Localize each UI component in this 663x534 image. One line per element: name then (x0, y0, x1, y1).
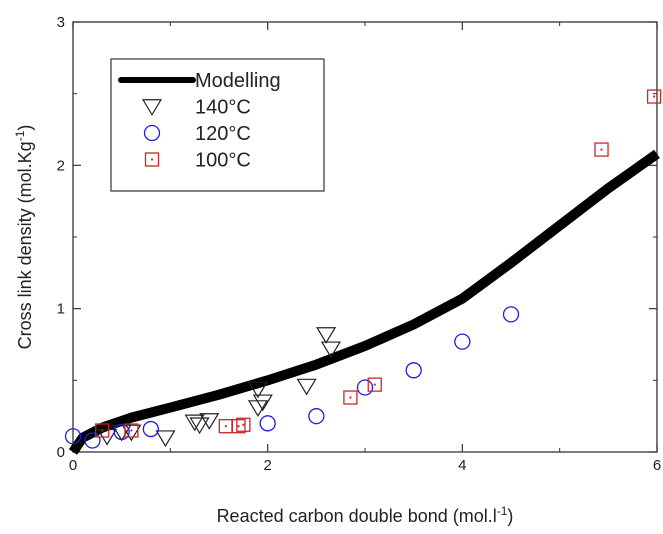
legend-marker-circle (143, 124, 161, 142)
square-marker-dot (150, 158, 154, 161)
y-tick-label: 0 (57, 444, 65, 461)
x-axis-label: Reacted carbon double bond (mol.l-1) (217, 504, 514, 526)
legend-label: 100°C (195, 150, 251, 172)
data-point-circle (405, 362, 422, 379)
y-tick-label: 3 (57, 14, 65, 31)
square-marker-dot (130, 429, 133, 432)
data-point-triangle-down (316, 327, 337, 344)
data-point-square-dot (124, 423, 139, 438)
data-point-square-dot (646, 89, 662, 104)
x-tick-label: 4 (458, 457, 466, 474)
square-marker-outline (124, 423, 139, 438)
data-point-triangle-down (320, 341, 341, 359)
square-marker-outline (95, 423, 110, 438)
y-axis-label: Cross link density (mol.Kg-1) (13, 125, 35, 350)
modelling-line (68, 149, 660, 455)
legend-label: 140°C (195, 97, 251, 119)
data-point-triangle-down (199, 413, 220, 430)
data-point-square-dot (367, 377, 382, 392)
x-axis-label-sup: -1 (497, 504, 508, 518)
square-marker-dot (600, 148, 603, 151)
square-marker-outline (231, 419, 246, 434)
x-tick-label: 6 (653, 457, 661, 474)
y-tick-label: 2 (57, 157, 65, 174)
data-point-circle (64, 428, 82, 445)
data-point-circle (84, 432, 101, 449)
data-point-triangle-down (252, 394, 273, 412)
x-axis-label-main: Reacted carbon double bond (mol.l (217, 506, 497, 526)
square-marker-outline (646, 89, 662, 104)
data-point-square-dot (95, 423, 110, 438)
data-point-triangle-down (184, 414, 205, 432)
plot-area (64, 89, 662, 455)
axes-layer: 0 2 4 6 0 1 2 3 (57, 14, 662, 474)
square-marker-outline (236, 417, 251, 432)
data-point-triangle-down (121, 424, 142, 442)
data-point-triangle-down (155, 430, 176, 448)
data-point-square-dot (236, 417, 251, 432)
data-point-circle (356, 379, 374, 396)
legend-label: 120°C (195, 123, 251, 145)
data-point-circle (259, 415, 276, 432)
square-marker-outline (367, 377, 382, 392)
square-marker-outline (144, 152, 160, 167)
square-marker-dot (373, 383, 376, 386)
square-marker-outline (594, 142, 609, 157)
data-point-square-dot (594, 142, 609, 157)
axis-labels: Reacted carbon double bond (mol.l-1)Cros… (13, 125, 513, 526)
data-point-circle (308, 408, 325, 425)
x-axis-label-tail: ) (507, 506, 513, 526)
data-point-circle (502, 306, 520, 323)
square-marker-dot (652, 95, 656, 98)
data-point-triangle-down (296, 378, 317, 396)
square-marker-dot (242, 423, 245, 426)
data-point-square-dot (231, 419, 246, 434)
data-point-square-dot (218, 419, 233, 434)
square-marker-outline (343, 390, 358, 405)
legend-marker-triangle-down (141, 99, 163, 116)
data-point-circle (113, 423, 130, 441)
x-tick-label: 0 (69, 457, 77, 474)
data-point-square-dot (343, 390, 358, 405)
data-point-circle (142, 420, 160, 438)
square-marker-dot (237, 425, 240, 428)
data-point-triangle-down (111, 424, 132, 442)
legend-marker-square-dot (144, 152, 160, 167)
data-point-triangle-down (247, 381, 268, 399)
data-point-circle (454, 333, 471, 350)
y-axis-label-tail: ) (15, 125, 35, 131)
square-marker-dot (101, 429, 104, 432)
y-axis-label-sup: -1 (13, 130, 27, 141)
data-point-triangle-down (189, 417, 210, 435)
square-marker-dot (349, 396, 352, 399)
y-axis-label-main: Cross link density (mol.Kg (15, 141, 35, 349)
legend-label: Modelling (195, 70, 281, 92)
y-tick-label: 1 (57, 301, 65, 318)
legend: Modelling 140°C 120°C 100°C (110, 58, 325, 192)
x-tick-label: 2 (263, 457, 271, 474)
square-marker-dot (224, 425, 227, 428)
